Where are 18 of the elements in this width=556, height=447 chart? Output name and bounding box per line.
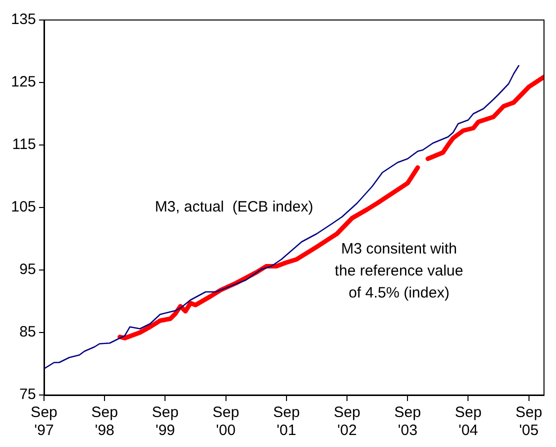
x-tick-label: Sep '97 — [30, 404, 58, 440]
x-tick-label: Sep '02 — [334, 404, 360, 440]
x-tick-label: Sep '00 — [212, 404, 240, 440]
x-tick-label: Sep '99 — [152, 404, 179, 440]
y-tick-label: 105 — [10, 198, 36, 216]
x-tick-label: Sep '04 — [454, 404, 482, 440]
y-tick-label: 75 — [19, 386, 36, 404]
y-tick-label: 125 — [10, 74, 36, 91]
y-tick-label: 85 — [19, 324, 36, 341]
x-tick-label: Sep '98 — [91, 404, 118, 440]
y-tick-label: 115 — [12, 136, 36, 154]
series-label: M3, actual (ECB index) — [154, 198, 314, 216]
x-tick-label: Sep '01 — [273, 404, 300, 440]
series-label: M3 consitent with the reference value of 4.5% (index) — [334, 240, 464, 302]
x-tick-label: Sep '05 — [516, 404, 542, 440]
y-tick-label: 135 — [10, 11, 36, 28]
x-tick-label: Sep '03 — [394, 404, 421, 440]
y-tick-label: 95 — [19, 261, 36, 278]
